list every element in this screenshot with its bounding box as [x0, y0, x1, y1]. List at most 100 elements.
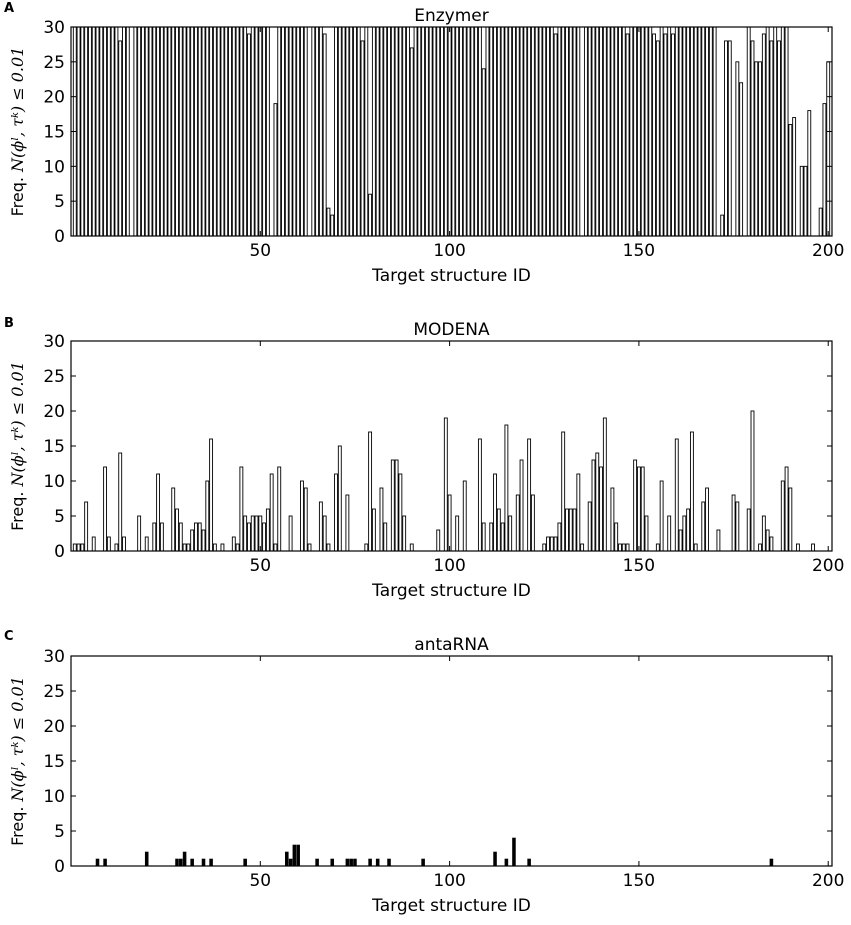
panel-a-bar	[735, 61, 740, 237]
panel-a-bar	[402, 26, 407, 237]
panel-b-bar	[209, 438, 214, 552]
panel-c-bar	[368, 858, 372, 867]
panel-a-bar	[292, 26, 297, 237]
panel-a-bar	[693, 26, 698, 237]
panel-b-bar	[84, 501, 89, 552]
panel-a-bar	[178, 26, 183, 237]
panel-b-bar	[122, 536, 126, 552]
panel-a-bar	[330, 214, 335, 237]
panel-a-bar	[477, 26, 482, 237]
panel-b-bar	[247, 522, 251, 552]
panel-a-bar	[557, 26, 562, 237]
panel-a-bar	[80, 26, 85, 237]
panel-a-bar	[345, 26, 350, 237]
panel-b-bar	[194, 522, 198, 552]
panel-b-bar	[731, 494, 736, 552]
panel-a-bar	[572, 26, 577, 237]
panel-a-bar	[674, 26, 679, 237]
panel-a-bar	[671, 33, 675, 237]
panel-a-bar	[697, 26, 702, 237]
panel-a-bar	[353, 26, 357, 237]
panel-a-bar	[364, 26, 369, 237]
panel-b-bar	[811, 543, 815, 552]
panel-c-bar	[421, 858, 425, 867]
panel-b-bar	[636, 466, 641, 552]
panel-b-letter: B	[4, 316, 14, 331]
panel-a-bar	[667, 26, 672, 237]
panel-a-bar	[337, 26, 342, 237]
panel-a-bar	[481, 68, 486, 237]
panel-b-bar	[500, 522, 505, 552]
panel-b-bar	[686, 508, 691, 552]
panel-a-bar	[792, 117, 797, 237]
panel-b-bar	[156, 473, 161, 552]
panel-a-bar	[542, 26, 547, 237]
panel-a-bar	[652, 33, 656, 237]
panel-b-ylabel: Freq. N(ϕˡ, τᵏ) ≤ 0.01	[8, 361, 27, 531]
panel-b-bar	[618, 543, 622, 552]
panel-a-bar	[114, 26, 119, 237]
panel-b-bar	[557, 522, 562, 552]
panel-a-bar	[519, 26, 524, 237]
panel-b-bar	[530, 494, 535, 552]
panel-b-bar	[72, 543, 77, 552]
panel-a-bar	[288, 26, 293, 237]
panel-c-bar	[387, 858, 391, 867]
panel-b-bar	[103, 466, 107, 552]
panel-a-bar	[254, 26, 259, 237]
panel-a-bar	[334, 26, 338, 237]
panel-a-bar	[648, 26, 653, 237]
panel-a-bar	[629, 26, 634, 237]
panel-a-bar	[103, 26, 107, 237]
panel-a-bar	[485, 26, 490, 237]
panel-c-bar	[190, 858, 194, 867]
panel-c-bar	[175, 858, 179, 867]
panel-a-bar	[610, 26, 615, 237]
panel-a-bar	[137, 26, 142, 237]
panel-b-bar	[519, 459, 524, 552]
panel-a-bar	[375, 26, 380, 237]
panel-b-bar	[114, 543, 119, 552]
panel-a-bar	[296, 26, 301, 237]
panel-c-bar	[209, 858, 213, 867]
panel-c-xtick-label: 100	[433, 871, 465, 891]
panel-c-bar	[103, 858, 107, 867]
panel-c-ytick-label: 15	[43, 752, 65, 772]
panel-c-bar	[285, 851, 289, 867]
panel-a-bar	[394, 26, 399, 237]
panel-b-bar	[462, 480, 467, 552]
panel-b-ytick-label: 25	[43, 367, 65, 387]
panel-a-bar	[197, 26, 202, 237]
panel-a-bar	[152, 26, 157, 237]
panel-b-bar	[178, 522, 183, 552]
panel-a-bar	[201, 26, 206, 237]
panel-a-xtick-label: 100	[433, 241, 465, 261]
panel-b-ytick-label: 5	[54, 507, 65, 527]
panel-a-bar	[76, 26, 81, 237]
panel-b-bar	[667, 515, 672, 552]
panel-a-bar	[527, 26, 532, 237]
panel-a-bar	[228, 26, 232, 237]
panel-a-bar	[758, 61, 762, 237]
panel-b-bar	[689, 431, 694, 552]
panel-a-bar	[265, 26, 270, 237]
panel-a-bar	[424, 26, 429, 237]
panel-a-bar	[303, 26, 308, 237]
panel-b-bar	[402, 515, 407, 552]
panel-c-ytick-label: 10	[43, 787, 65, 807]
panel-a-bar	[568, 26, 573, 237]
panel-a-bar	[106, 26, 111, 237]
panel-a-bar	[561, 26, 566, 237]
panel-b-bar	[118, 452, 123, 552]
panel-a-bar	[644, 26, 649, 237]
panel-c-bar	[330, 858, 335, 867]
panel-b-bar	[568, 508, 573, 552]
panel-b-bar	[277, 466, 282, 552]
panel-b-bar	[761, 515, 766, 552]
panel-a-bar	[640, 26, 645, 237]
panel-b-bar	[390, 459, 395, 552]
panel-b-bar	[644, 515, 649, 552]
panel-a-bar	[406, 26, 410, 237]
panel-a-bar	[300, 26, 304, 237]
panel-a-bar	[712, 26, 717, 237]
